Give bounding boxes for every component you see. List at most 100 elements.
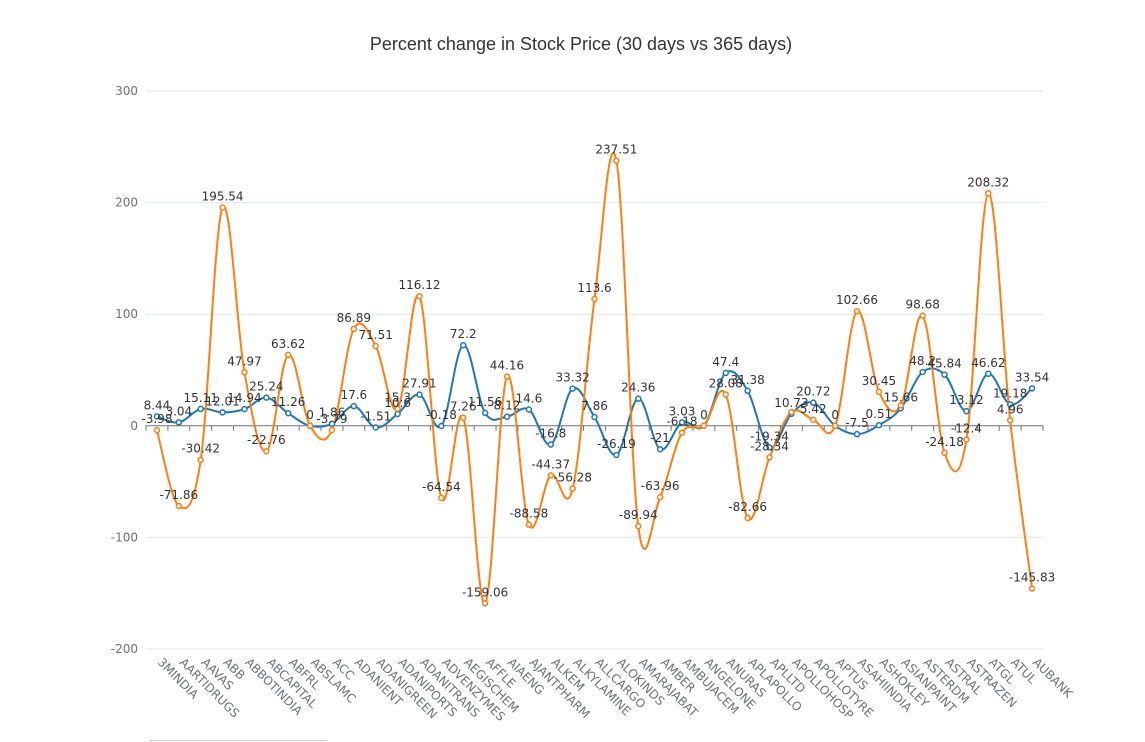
- data-point: [286, 411, 291, 416]
- data-point: [1030, 586, 1035, 591]
- data-point: [242, 407, 247, 412]
- data-point: [855, 432, 860, 437]
- data-point: [198, 406, 203, 411]
- data-label: -44.37: [531, 457, 570, 471]
- data-label: 237.51: [595, 143, 637, 157]
- x-axis-ticks: 3MINDIAAARTIDRUGSAAVASABBABBOTINDIAABCAP…: [155, 655, 1076, 724]
- data-label: 27.91: [402, 377, 436, 391]
- scroll-indicator: [150, 740, 327, 741]
- data-label: -89.94: [619, 508, 658, 522]
- data-point: [286, 352, 291, 357]
- data-point: [942, 450, 947, 455]
- data-point: [395, 411, 400, 416]
- data-point: [570, 386, 575, 391]
- data-label: 15.66: [884, 390, 918, 404]
- data-label: 5.42: [800, 402, 827, 416]
- x-axis: [146, 426, 1043, 431]
- data-label: 7.86: [581, 399, 608, 413]
- data-point: [680, 430, 685, 435]
- data-label: -71.86: [159, 488, 198, 502]
- data-label: 72.2: [450, 327, 477, 341]
- data-label: 102.66: [836, 293, 878, 307]
- data-label: 30.45: [862, 374, 896, 388]
- data-point: [351, 404, 356, 409]
- data-label: -145.83: [1009, 571, 1055, 585]
- data-label: -30.42: [181, 442, 220, 456]
- data-label: -16.8: [535, 427, 566, 441]
- series-line-2: [157, 153, 1032, 604]
- y-tick-label: -100: [111, 530, 138, 544]
- data-label: -64.54: [422, 480, 461, 494]
- data-point: [526, 407, 531, 412]
- series-points: [154, 158, 1034, 606]
- data-point: [198, 457, 203, 462]
- data-point: [176, 420, 181, 425]
- data-point: [745, 516, 750, 521]
- data-point: [154, 428, 159, 433]
- data-point: [526, 522, 531, 527]
- data-label: -26.19: [597, 437, 636, 451]
- data-point: [220, 410, 225, 415]
- data-point: [351, 326, 356, 331]
- data-point: [570, 486, 575, 491]
- data-label: 17.6: [340, 388, 367, 402]
- data-label: -3.98: [141, 412, 172, 426]
- y-tick-label: -200: [111, 642, 138, 656]
- data-point: [855, 309, 860, 314]
- data-point: [636, 524, 641, 529]
- data-point: [614, 453, 619, 458]
- data-point: [986, 371, 991, 376]
- data-point: [964, 437, 969, 442]
- data-label: 71.51: [359, 328, 393, 342]
- data-point: [745, 388, 750, 393]
- data-label: 47.97: [227, 354, 261, 368]
- data-point: [373, 425, 378, 430]
- data-point: [592, 297, 597, 302]
- y-axis-ticks: -200 -100 0 100 200 300: [111, 84, 138, 656]
- data-label: 0: [700, 408, 708, 422]
- data-point: [986, 191, 991, 196]
- data-label: -82.66: [728, 500, 767, 514]
- data-label: 45.84: [927, 357, 961, 371]
- data-label: 13.12: [949, 393, 983, 407]
- data-label: 86.89: [337, 311, 371, 325]
- data-label: -12.4: [951, 422, 982, 436]
- data-point: [548, 442, 553, 447]
- data-label: 4.96: [997, 402, 1024, 416]
- data-point: [461, 343, 466, 348]
- data-point: [1008, 418, 1013, 423]
- data-label: 24.36: [621, 381, 655, 395]
- data-point: [417, 392, 422, 397]
- data-label: -28.34: [750, 439, 789, 453]
- y-tick-label: 200: [115, 196, 138, 210]
- data-label: 33.32: [555, 371, 589, 385]
- data-label: 7.26: [450, 400, 477, 414]
- data-point: [942, 372, 947, 377]
- y-tick-label: 0: [130, 419, 138, 433]
- series-lines: [157, 153, 1032, 604]
- data-point: [614, 158, 619, 163]
- data-label: -159.06: [462, 585, 508, 599]
- data-label: 0: [306, 408, 314, 422]
- data-point: [876, 423, 881, 428]
- data-point: [504, 414, 509, 419]
- data-label: -22.76: [247, 433, 286, 447]
- data-point: [876, 389, 881, 394]
- data-point: [767, 455, 772, 460]
- data-label: 19.18: [993, 386, 1027, 400]
- data-label: 11.26: [271, 395, 305, 409]
- data-point: [811, 417, 816, 422]
- data-label: 195.54: [202, 190, 244, 204]
- data-label: 14.6: [516, 392, 543, 406]
- data-label: -3.79: [316, 412, 347, 426]
- data-label: -6.18: [666, 415, 697, 429]
- data-label: 63.62: [271, 337, 305, 351]
- data-label: -21: [650, 431, 670, 445]
- data-label: 15.3: [384, 391, 411, 405]
- data-point: [417, 294, 422, 299]
- data-point: [264, 449, 269, 454]
- data-point: [658, 495, 663, 500]
- data-point: [1030, 386, 1035, 391]
- data-point: [220, 205, 225, 210]
